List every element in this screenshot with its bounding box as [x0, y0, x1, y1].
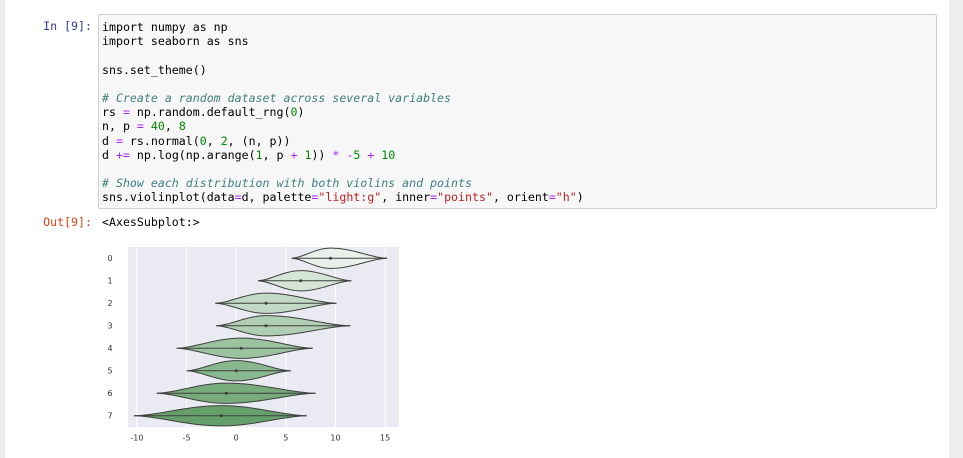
median-point [224, 391, 228, 395]
y-tick-label: 2 [107, 299, 112, 308]
code-line: sns.violinplot(data=d, palette="light:g"… [102, 190, 584, 205]
x-tick-label: 10 [330, 434, 340, 443]
median-point [329, 256, 333, 260]
median-point [219, 414, 223, 418]
code-line: sns.set_theme() [102, 62, 207, 77]
y-tick-label: 0 [107, 254, 112, 263]
code-cell[interactable]: import numpy as np import seaborn as sns s… [98, 14, 937, 209]
y-tick-label: 5 [107, 366, 112, 375]
x-tick-label: 0 [234, 434, 239, 443]
median-point [264, 301, 268, 305]
x-tick-label: -10 [130, 434, 143, 443]
median-point [234, 369, 238, 373]
code-line: d += np.log(np.arange(1, p + 1)) * -5 + … [102, 147, 396, 162]
x-tick-label: -5 [183, 434, 191, 443]
y-tick-label: 7 [107, 411, 112, 420]
code-line: import seaborn as sns [102, 34, 249, 49]
code-block: # Create a random dataset across several… [102, 91, 584, 162]
y-tick-label: 3 [107, 321, 112, 330]
code-line: import numpy as np [102, 20, 228, 34]
code-line: rs = np.random.default_rng(0) [102, 105, 305, 120]
y-tick-label: 6 [107, 389, 112, 398]
input-prompt: In [9]: [43, 19, 92, 33]
x-tick-label: 5 [283, 434, 288, 443]
median-point [264, 324, 268, 328]
code-block: # Show each distribution with both violi… [102, 176, 584, 204]
scrollbar [949, 0, 963, 458]
sidebar [0, 0, 5, 458]
code-block: sns.set_theme() [102, 63, 584, 77]
code-block: import numpy as np import seaborn as sns [102, 20, 584, 48]
median-point [299, 279, 303, 283]
y-tick-label: 4 [107, 344, 112, 353]
median-point [239, 346, 243, 350]
output-text: <AxesSubplot:> [102, 215, 200, 229]
code: import numpy as np import seaborn as sns s… [102, 20, 584, 219]
code-line: n, p = 40, 8 [102, 119, 186, 134]
x-tick-label: 15 [380, 434, 390, 443]
code-line: # Show each distribution with both violi… [102, 176, 472, 191]
output-prompt: Out[9]: [43, 215, 92, 229]
code-line: d = rs.normal(0, 2, (n, p)) [102, 133, 291, 148]
y-tick-label: 1 [107, 276, 112, 285]
code-line: # Create a random dataset across several… [102, 90, 452, 105]
